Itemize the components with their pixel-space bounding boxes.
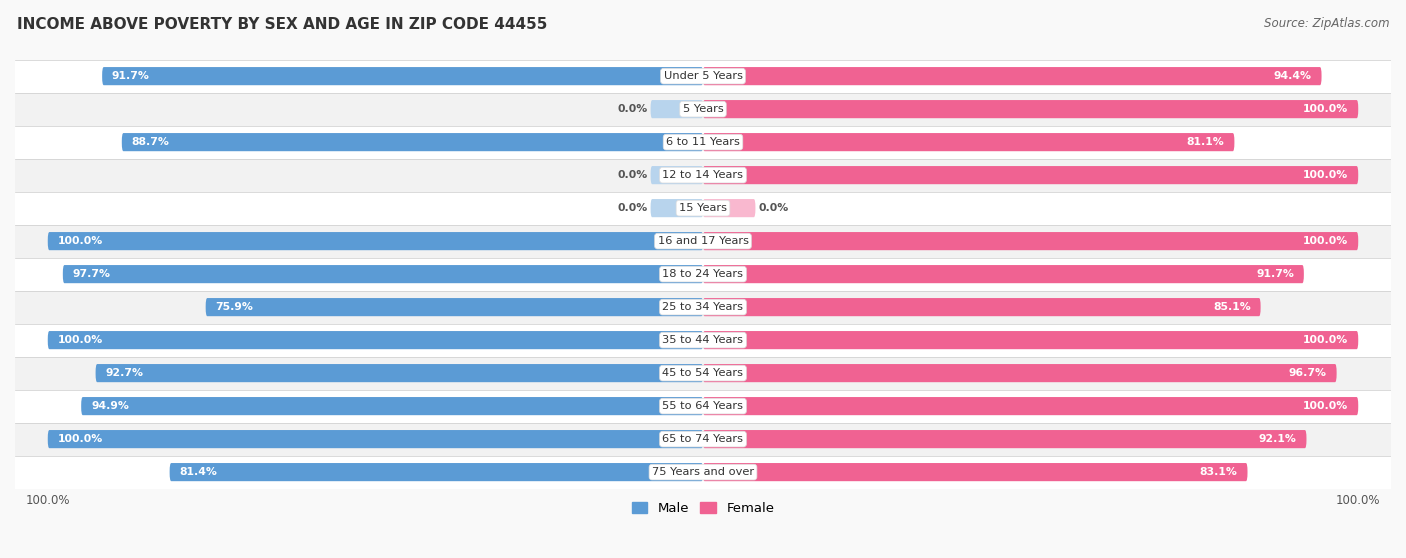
- Text: 91.7%: 91.7%: [112, 71, 150, 81]
- Text: 100.0%: 100.0%: [1303, 335, 1348, 345]
- Text: 12 to 14 Years: 12 to 14 Years: [662, 170, 744, 180]
- FancyBboxPatch shape: [205, 298, 703, 316]
- Bar: [15, 60, 1391, 93]
- FancyBboxPatch shape: [703, 166, 1358, 184]
- Text: 100.0%: 100.0%: [58, 434, 103, 444]
- Text: 16 and 17 Years: 16 and 17 Years: [658, 236, 748, 246]
- Text: 85.1%: 85.1%: [1213, 302, 1251, 312]
- Bar: [15, 93, 1391, 126]
- Text: 100.0%: 100.0%: [1303, 170, 1348, 180]
- FancyBboxPatch shape: [703, 199, 755, 217]
- FancyBboxPatch shape: [48, 430, 703, 448]
- Text: INCOME ABOVE POVERTY BY SEX AND AGE IN ZIP CODE 44455: INCOME ABOVE POVERTY BY SEX AND AGE IN Z…: [17, 17, 547, 32]
- Text: 97.7%: 97.7%: [73, 269, 111, 279]
- FancyBboxPatch shape: [703, 265, 1303, 283]
- Bar: [15, 191, 1391, 225]
- Bar: [15, 126, 1391, 158]
- Text: 75.9%: 75.9%: [215, 302, 253, 312]
- Text: 0.0%: 0.0%: [617, 104, 647, 114]
- FancyBboxPatch shape: [48, 232, 703, 250]
- FancyBboxPatch shape: [703, 364, 1337, 382]
- Text: 81.4%: 81.4%: [180, 467, 218, 477]
- Text: 25 to 34 Years: 25 to 34 Years: [662, 302, 744, 312]
- Text: 0.0%: 0.0%: [617, 203, 647, 213]
- FancyBboxPatch shape: [703, 232, 1358, 250]
- Bar: [15, 357, 1391, 389]
- Text: 83.1%: 83.1%: [1199, 467, 1237, 477]
- Text: 92.1%: 92.1%: [1258, 434, 1296, 444]
- Text: 100.0%: 100.0%: [1303, 236, 1348, 246]
- Text: 6 to 11 Years: 6 to 11 Years: [666, 137, 740, 147]
- FancyBboxPatch shape: [703, 430, 1306, 448]
- Text: 18 to 24 Years: 18 to 24 Years: [662, 269, 744, 279]
- FancyBboxPatch shape: [103, 67, 703, 85]
- FancyBboxPatch shape: [63, 265, 703, 283]
- Legend: Male, Female: Male, Female: [626, 497, 780, 521]
- Text: 5 Years: 5 Years: [683, 104, 723, 114]
- Text: 96.7%: 96.7%: [1289, 368, 1327, 378]
- Text: 100.0%: 100.0%: [1303, 401, 1348, 411]
- Text: 81.1%: 81.1%: [1187, 137, 1225, 147]
- Text: 15 Years: 15 Years: [679, 203, 727, 213]
- FancyBboxPatch shape: [651, 166, 703, 184]
- Bar: [15, 291, 1391, 324]
- Text: 92.7%: 92.7%: [105, 368, 143, 378]
- Bar: [15, 324, 1391, 357]
- Text: 100.0%: 100.0%: [58, 335, 103, 345]
- Text: 100.0%: 100.0%: [1303, 104, 1348, 114]
- FancyBboxPatch shape: [48, 331, 703, 349]
- Text: 55 to 64 Years: 55 to 64 Years: [662, 401, 744, 411]
- Text: 35 to 44 Years: 35 to 44 Years: [662, 335, 744, 345]
- Bar: [15, 422, 1391, 456]
- FancyBboxPatch shape: [703, 67, 1322, 85]
- Text: 88.7%: 88.7%: [132, 137, 170, 147]
- Text: 94.9%: 94.9%: [91, 401, 129, 411]
- Text: Source: ZipAtlas.com: Source: ZipAtlas.com: [1264, 17, 1389, 30]
- Text: Under 5 Years: Under 5 Years: [664, 71, 742, 81]
- Text: 45 to 54 Years: 45 to 54 Years: [662, 368, 744, 378]
- Bar: [15, 225, 1391, 258]
- Text: 94.4%: 94.4%: [1274, 71, 1312, 81]
- Bar: [15, 258, 1391, 291]
- FancyBboxPatch shape: [170, 463, 703, 481]
- FancyBboxPatch shape: [651, 199, 703, 217]
- Text: 0.0%: 0.0%: [617, 170, 647, 180]
- Text: 100.0%: 100.0%: [58, 236, 103, 246]
- FancyBboxPatch shape: [703, 100, 1358, 118]
- FancyBboxPatch shape: [703, 463, 1247, 481]
- Bar: [15, 158, 1391, 191]
- FancyBboxPatch shape: [703, 397, 1358, 415]
- FancyBboxPatch shape: [82, 397, 703, 415]
- Bar: [15, 389, 1391, 422]
- FancyBboxPatch shape: [703, 331, 1358, 349]
- Bar: [15, 456, 1391, 489]
- Text: 91.7%: 91.7%: [1256, 269, 1294, 279]
- Text: 65 to 74 Years: 65 to 74 Years: [662, 434, 744, 444]
- FancyBboxPatch shape: [122, 133, 703, 151]
- FancyBboxPatch shape: [703, 133, 1234, 151]
- Text: 0.0%: 0.0%: [759, 203, 789, 213]
- Text: 75 Years and over: 75 Years and over: [652, 467, 754, 477]
- FancyBboxPatch shape: [651, 100, 703, 118]
- FancyBboxPatch shape: [703, 298, 1261, 316]
- FancyBboxPatch shape: [96, 364, 703, 382]
